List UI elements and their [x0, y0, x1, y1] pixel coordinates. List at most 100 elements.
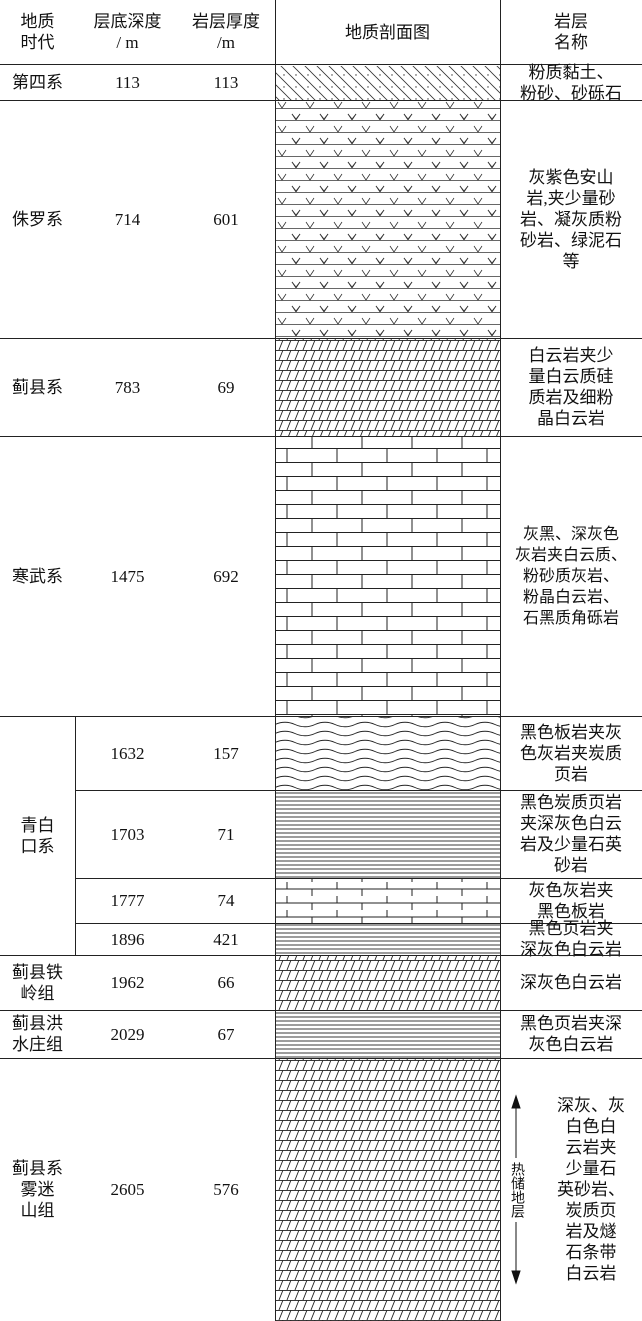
era-cell-line: 蓟县铁: [12, 962, 63, 982]
era-cell: 侏罗系: [0, 100, 75, 338]
rule: [75, 878, 642, 879]
name-cell-line: 粉质黏土、: [528, 62, 614, 82]
name-cell-line: 英砂岩、: [557, 1180, 625, 1199]
name-cell-line: 石条带: [565, 1243, 617, 1262]
depth-cell: 113: [115, 73, 140, 92]
header-cell: 岩层 名称: [500, 2, 642, 62]
name-cell-line: 白色白: [565, 1117, 617, 1136]
lithology-pattern: [276, 66, 500, 100]
geologic-profile: [275, 0, 501, 1321]
name-cell-line: 白云岩夹少: [528, 346, 614, 365]
thickness-cell: 74: [217, 891, 235, 910]
thickness-cell: 157: [213, 743, 239, 763]
thickness-cell: 71: [217, 824, 235, 844]
lithology-pattern: [276, 956, 500, 1010]
name-cell-line: 质岩及细粉: [528, 388, 614, 407]
depth-cell: 1632: [110, 743, 145, 763]
name-cell-line: 灰黑、深灰色: [522, 525, 619, 543]
rule: [0, 1058, 642, 1059]
header-cell-line: 层底深度: [93, 12, 162, 31]
name-cell-line: 岩及燧: [565, 1222, 617, 1241]
thickness-cell: 576: [213, 1180, 239, 1199]
era-cell: 蓟县系: [0, 338, 75, 436]
lithology-pattern: [276, 1011, 500, 1058]
name-cell-line: 岩及少量石英: [520, 835, 622, 854]
name-cell: 灰色灰岩夹 黑色板岩: [500, 878, 642, 923]
name-cell: 黑色炭质页岩 夹深灰色白云 岩及少量石英 砂岩: [500, 790, 642, 878]
depth-cell: 1777: [110, 891, 145, 910]
lithology-pattern: [276, 339, 500, 436]
header-cell-line: 时代: [20, 33, 55, 52]
era-cell: 青白 口系: [0, 716, 75, 955]
era-cell-line: 青白: [20, 815, 55, 835]
name-cell-line: 黑色页岩夹: [528, 919, 614, 938]
lithology-pattern: [276, 717, 500, 790]
era-cell: 第四系: [0, 65, 75, 100]
name-cell: 黑色页岩夹深灰色白云岩: [500, 1010, 642, 1058]
depth-cell: 1896: [110, 929, 145, 949]
name-cell-line: 黑色板岩: [537, 901, 605, 921]
rule: [0, 100, 642, 101]
name-cell-line: 灰岩夹白云质、: [514, 546, 627, 564]
name-cell-line: 页岩: [554, 764, 588, 784]
header-cell: 地质剖面图: [275, 2, 500, 62]
name-cell-line: 等: [562, 251, 580, 271]
depth-cell: 2029: [110, 1024, 145, 1044]
thickness-cell: 66: [217, 973, 235, 992]
name-cell-line: 灰色灰岩夹: [528, 880, 614, 900]
era-cell-line: 蓟县系: [12, 377, 63, 397]
name-cell-line: 粉砂、砂砾石: [520, 83, 622, 103]
thickness-cell: 69: [217, 377, 235, 397]
name-cell-line: 灰色白云岩: [528, 1035, 614, 1054]
depth-cell: 1475: [110, 566, 145, 586]
name-cell-line: 量白云质硅: [528, 367, 614, 386]
name-cell: 灰紫色安山 岩,夹少量砂 岩、凝灰质粉 砂岩、绿泥石等: [500, 100, 642, 338]
lithology-pattern: [276, 437, 500, 716]
depth-cell: 1703: [110, 824, 145, 844]
lithology-pattern: [276, 924, 500, 955]
name-cell-line: 黑色板岩夹灰: [520, 722, 622, 742]
name-cell: 深灰色白云岩: [500, 955, 642, 1010]
name-cell-line: 深灰、灰: [557, 1096, 625, 1115]
thickness-cell: 113: [213, 73, 239, 92]
lithology-pattern: [276, 1059, 500, 1321]
era-cell-line: 寒武系: [12, 566, 63, 586]
lithology-pattern: [276, 879, 500, 923]
name-cell: 白云岩夹少 量白云质硅 质岩及细粉 晶白云岩: [500, 338, 642, 436]
rule: [0, 338, 642, 339]
depth-cell: 2605: [110, 1180, 145, 1199]
rule: [0, 955, 642, 956]
annotation-text: 热储地层: [508, 1157, 524, 1222]
name-cell-line: 夹深灰色白云: [520, 814, 622, 833]
name-cell-line: 白云岩: [565, 1264, 617, 1283]
thickness-cell: 421: [213, 929, 239, 949]
header-cell-line: 地质: [20, 12, 55, 31]
thickness-cell: 601: [213, 209, 239, 229]
header-cell-line: 岩层厚度: [192, 12, 260, 31]
rule: [0, 64, 642, 65]
name-cell-line: 砂岩: [554, 856, 588, 875]
era-cell-line: 岭组: [20, 983, 55, 1003]
era-cell: 蓟县系 雾迷 山组: [0, 1058, 75, 1321]
era-cell-line: 山组: [20, 1201, 55, 1220]
depth-cell: 1962: [110, 973, 145, 992]
name-cell-line: 灰紫色安山: [528, 167, 614, 187]
depth-cell: 783: [114, 377, 141, 397]
name-cell-line: 少量石: [565, 1159, 617, 1178]
name-cell-line: 色灰岩夹炭质: [520, 743, 622, 763]
rule: [75, 923, 642, 924]
era-cell: 寒武系: [0, 436, 75, 716]
rule: [0, 436, 642, 437]
era-cell: 蓟县洪 水庄组: [0, 1010, 75, 1058]
name-cell: 灰黑、深灰色 灰岩夹白云质、 粉砂质灰岩、 粉晶白云岩、 石黑质角砾岩: [500, 436, 642, 716]
thickness-cell: 692: [213, 566, 239, 586]
rule: [0, 716, 642, 717]
name-cell-line: 岩、凝灰质粉: [520, 209, 622, 229]
header-cell-line: 名称: [554, 33, 588, 52]
lithology-pattern: [276, 101, 500, 338]
era-cell: 蓟县铁 岭组: [0, 955, 75, 1010]
rule: [0, 1010, 642, 1011]
name-cell-line: 砂岩、绿泥石: [520, 230, 622, 250]
lithology-pattern: [276, 791, 500, 878]
name-cell-line: 深灰色白云岩: [520, 973, 622, 992]
